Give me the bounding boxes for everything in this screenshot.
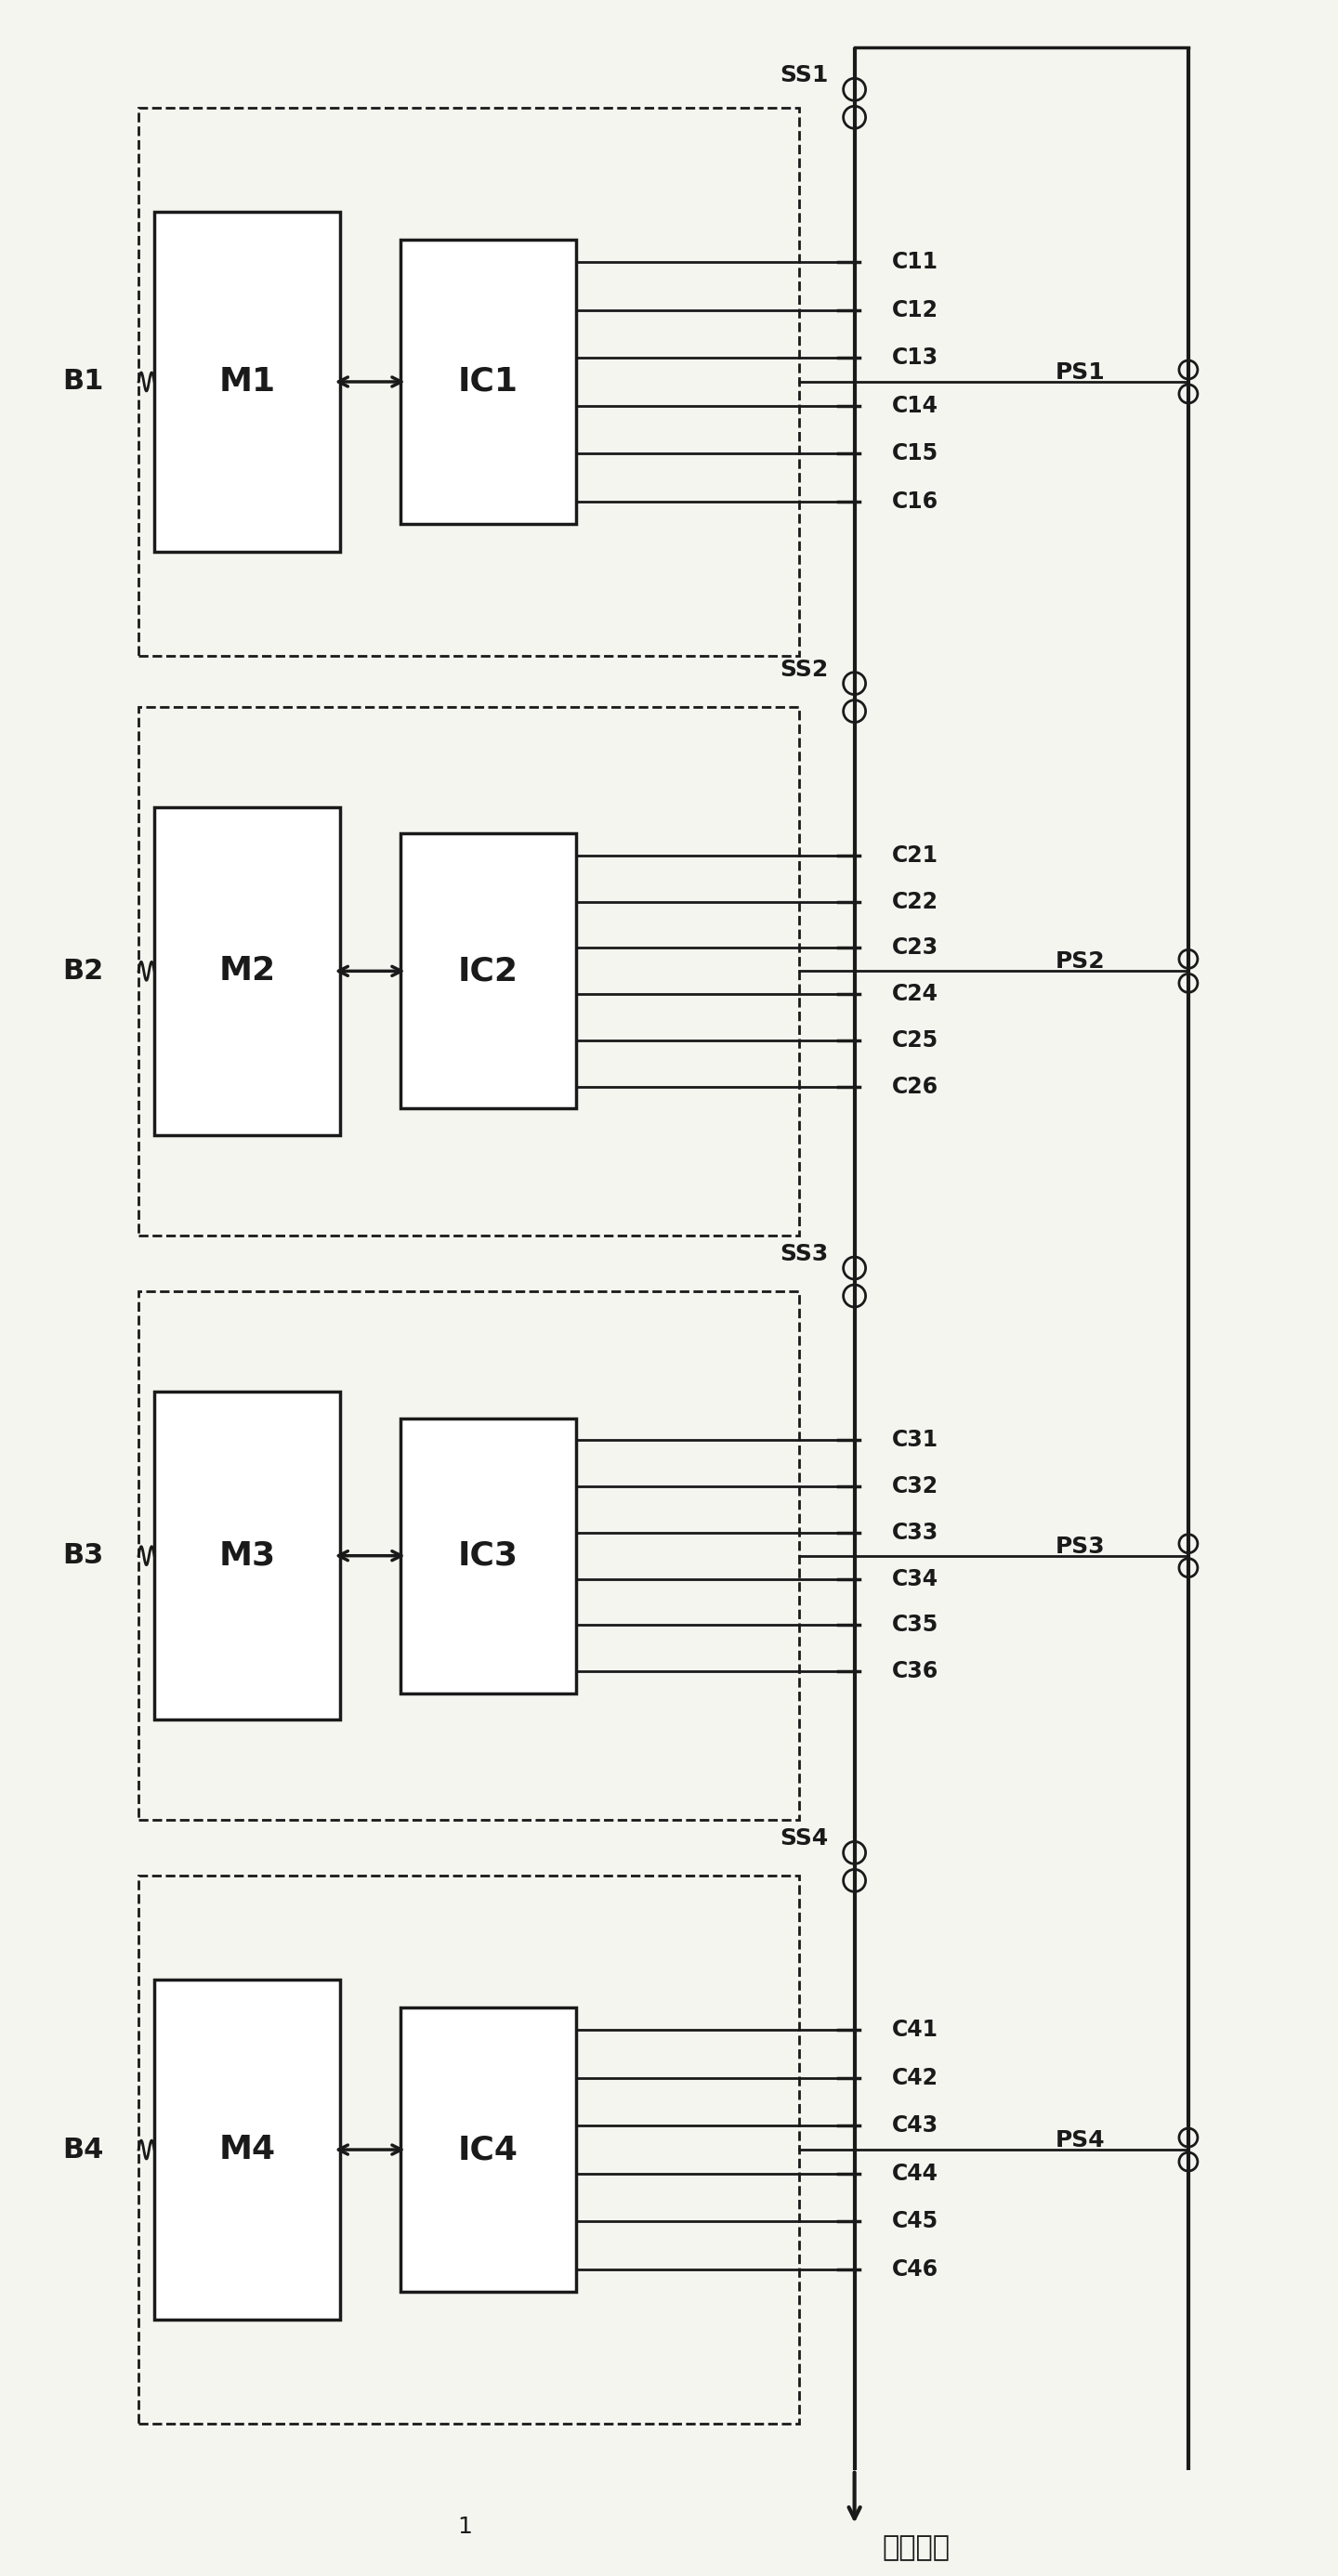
Text: C22: C22 — [891, 891, 938, 912]
Text: PS4: PS4 — [1056, 2130, 1105, 2151]
Bar — [139, 1291, 799, 1821]
Bar — [139, 706, 799, 1236]
Text: C14: C14 — [891, 394, 938, 417]
Bar — [154, 1981, 340, 2318]
Bar — [400, 835, 577, 1108]
Text: SS4: SS4 — [780, 1826, 828, 1850]
Text: C21: C21 — [891, 845, 938, 866]
Text: M4: M4 — [218, 2133, 276, 2166]
Bar — [400, 240, 577, 523]
Text: IC2: IC2 — [458, 956, 518, 987]
Text: C31: C31 — [891, 1430, 938, 1450]
Text: 1: 1 — [458, 2514, 472, 2537]
Text: PS1: PS1 — [1054, 361, 1105, 384]
Text: C23: C23 — [891, 938, 938, 958]
Bar — [400, 2007, 577, 2293]
Text: IC3: IC3 — [458, 1540, 518, 1571]
Text: C42: C42 — [891, 2066, 938, 2089]
Text: SS2: SS2 — [780, 659, 828, 680]
Bar — [154, 1391, 340, 1721]
Bar — [400, 1419, 577, 1692]
Text: C11: C11 — [891, 250, 938, 273]
Text: B3: B3 — [62, 1543, 103, 1569]
Text: C33: C33 — [891, 1522, 938, 1543]
Text: C25: C25 — [891, 1030, 938, 1051]
Text: M3: M3 — [218, 1540, 276, 1571]
Text: C24: C24 — [891, 984, 938, 1005]
Text: C34: C34 — [891, 1569, 938, 1589]
Text: C26: C26 — [891, 1074, 938, 1097]
Text: M1: M1 — [218, 366, 276, 397]
Text: SS3: SS3 — [780, 1244, 828, 1265]
Text: C32: C32 — [891, 1476, 938, 1497]
Bar — [154, 211, 340, 551]
Bar — [139, 1875, 799, 2424]
Text: C16: C16 — [891, 489, 938, 513]
Text: C45: C45 — [891, 2210, 938, 2233]
Text: B1: B1 — [62, 368, 103, 394]
Text: C36: C36 — [891, 1659, 938, 1682]
Text: M2: M2 — [218, 956, 276, 987]
Text: 电池电流: 电池电流 — [882, 2535, 950, 2561]
Text: C43: C43 — [891, 2115, 938, 2138]
Text: PS3: PS3 — [1056, 1535, 1105, 1558]
Text: C15: C15 — [891, 443, 938, 464]
Text: IC4: IC4 — [458, 2133, 518, 2166]
Text: C12: C12 — [891, 299, 938, 322]
Text: PS2: PS2 — [1056, 951, 1105, 974]
Text: C44: C44 — [891, 2161, 938, 2184]
Text: C46: C46 — [891, 2259, 938, 2280]
Text: B2: B2 — [62, 958, 103, 984]
Text: C13: C13 — [891, 348, 938, 368]
Text: C35: C35 — [891, 1615, 938, 1636]
Bar — [139, 108, 799, 654]
Text: SS1: SS1 — [780, 64, 828, 88]
Bar — [154, 806, 340, 1136]
Text: IC1: IC1 — [458, 366, 518, 397]
Text: B4: B4 — [62, 2136, 103, 2164]
Text: C41: C41 — [891, 2020, 938, 2040]
